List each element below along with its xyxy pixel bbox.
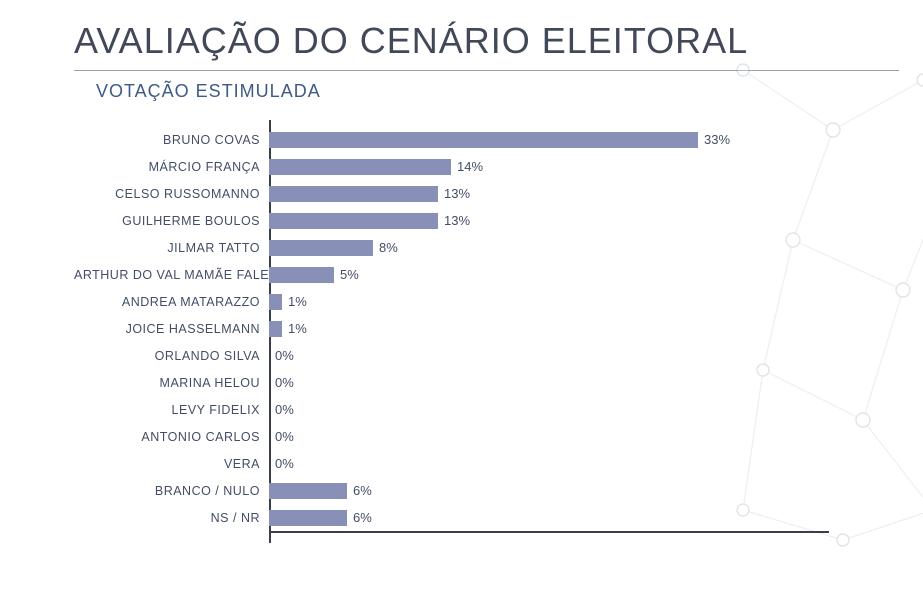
chart-row-label: LEVY FIDELIX	[74, 403, 269, 417]
chart-row-label: CELSO RUSSOMANNO	[74, 187, 269, 201]
chart-row: BRANCO / NULO 6%	[74, 477, 854, 504]
chart-row: ORLANDO SILVA 0%	[74, 342, 854, 369]
chart-row-track: 5%	[269, 261, 854, 288]
chart-row-label: JILMAR TATTO	[74, 241, 269, 255]
chart-row-label: ANDREA MATARAZZO	[74, 295, 269, 309]
subtitle: VOTAÇÃO ESTIMULADA	[0, 71, 923, 102]
chart-bar	[269, 132, 698, 148]
chart-value-label: 6%	[353, 483, 372, 498]
x-axis-line	[269, 531, 829, 533]
chart-row-label: MARINA HELOU	[74, 376, 269, 390]
chart-row-label: BRANCO / NULO	[74, 484, 269, 498]
chart-bar	[269, 483, 347, 499]
chart-row: ANTONIO CARLOS 0%	[74, 423, 854, 450]
chart-row-track: 14%	[269, 153, 854, 180]
chart-bar	[269, 321, 282, 337]
chart-row-track: 0%	[269, 450, 854, 477]
chart-value-label: 14%	[457, 159, 483, 174]
chart-value-label: 6%	[353, 510, 372, 525]
chart-row-label: BRUNO COVAS	[74, 133, 269, 147]
chart-row: MARINA HELOU 0%	[74, 369, 854, 396]
chart-row-track: 8%	[269, 234, 854, 261]
chart-row: VERA 0%	[74, 450, 854, 477]
chart-row: JOICE HASSELMANN 1%	[74, 315, 854, 342]
chart-value-label: 8%	[379, 240, 398, 255]
chart-value-label: 0%	[275, 375, 294, 390]
chart-value-label: 0%	[275, 429, 294, 444]
chart-row-track: 1%	[269, 288, 854, 315]
chart-row: MÁRCIO FRANÇA 14%	[74, 153, 854, 180]
chart-row-track: 13%	[269, 180, 854, 207]
chart-value-label: 13%	[444, 213, 470, 228]
chart-row-track: 6%	[269, 477, 854, 504]
chart-bar	[269, 294, 282, 310]
chart-value-label: 13%	[444, 186, 470, 201]
chart-bar	[269, 159, 451, 175]
chart-row-track: 1%	[269, 315, 854, 342]
chart-row-label: ANTONIO CARLOS	[74, 430, 269, 444]
chart-value-label: 0%	[275, 456, 294, 471]
chart-row-label: ORLANDO SILVA	[74, 349, 269, 363]
chart-row-label: MÁRCIO FRANÇA	[74, 160, 269, 174]
chart-row-label: VERA	[74, 457, 269, 471]
chart-row-track: 0%	[269, 342, 854, 369]
chart-value-label: 1%	[288, 294, 307, 309]
chart-bar	[269, 510, 347, 526]
chart-row-track: 0%	[269, 396, 854, 423]
chart-bar	[269, 267, 334, 283]
chart-value-label: 5%	[340, 267, 359, 282]
chart-bar	[269, 186, 438, 202]
chart-row: ANDREA MATARAZZO 1%	[74, 288, 854, 315]
chart-row: CELSO RUSSOMANNO 13%	[74, 180, 854, 207]
chart-bar	[269, 213, 438, 229]
chart-row-track: 0%	[269, 369, 854, 396]
page-title: AVALIAÇÃO DO CENÁRIO ELEITORAL	[0, 0, 923, 70]
chart-row: NS / NR 6%	[74, 504, 854, 531]
chart-row-track: 6%	[269, 504, 854, 531]
chart-value-label: 1%	[288, 321, 307, 336]
chart-row: JILMAR TATTO 8%	[74, 234, 854, 261]
chart-row: LEVY FIDELIX 0%	[74, 396, 854, 423]
chart-value-label: 33%	[704, 132, 730, 147]
chart-row: ARTHUR DO VAL MAMÃE FALEI 5%	[74, 261, 854, 288]
chart-row-track: 13%	[269, 207, 854, 234]
chart-row-track: 33%	[269, 126, 854, 153]
chart-row-label: JOICE HASSELMANN	[74, 322, 269, 336]
chart-row-track: 0%	[269, 423, 854, 450]
chart-row: BRUNO COVAS 33%	[74, 126, 854, 153]
chart-value-label: 0%	[275, 348, 294, 363]
chart-value-label: 0%	[275, 402, 294, 417]
chart-bar	[269, 240, 373, 256]
chart-row-label: GUILHERME BOULOS	[74, 214, 269, 228]
votacao-chart: BRUNO COVAS 33% MÁRCIO FRANÇA 14% CELSO RUSS…	[74, 126, 854, 533]
chart-row: GUILHERME BOULOS 13%	[74, 207, 854, 234]
chart-row-label: ARTHUR DO VAL MAMÃE FALEI	[74, 268, 269, 282]
chart-row-label: NS / NR	[74, 511, 269, 525]
